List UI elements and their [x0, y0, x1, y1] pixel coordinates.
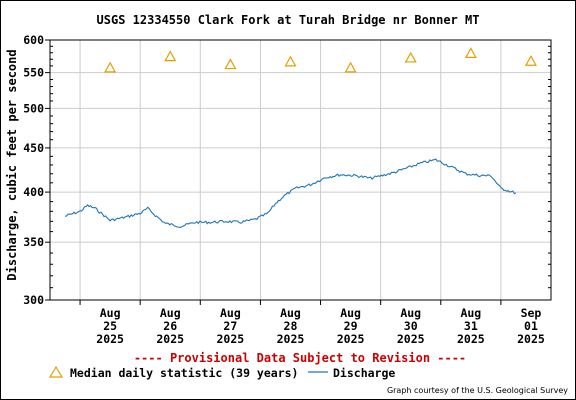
median-point-triangle [464, 47, 477, 58]
median-point-triangle [284, 55, 297, 67]
median-point-triangle [404, 51, 417, 63]
plot-border [49, 39, 552, 301]
x-tick-label: Aug [340, 306, 361, 320]
x-tick-label: 31 [464, 319, 478, 333]
y-tick-label: 600 [23, 33, 44, 47]
x-tick-label: 2025 [96, 332, 124, 346]
median-point-triangle [224, 58, 237, 70]
x-tick-label: 30 [404, 319, 418, 333]
median-point-triangle [104, 61, 117, 73]
x-tick-label: 2025 [337, 332, 365, 346]
legend-median-label: Median daily statistic (39 years) [70, 366, 298, 380]
x-tick-label: Aug [100, 306, 121, 320]
x-tick-label: Aug [160, 306, 181, 320]
y-tick-label: 450 [23, 141, 44, 155]
x-tick-label: 26 [163, 319, 177, 333]
x-tick-label: 2025 [457, 332, 485, 346]
chart-title: USGS 12334550 Clark Fork at Turah Bridge… [97, 13, 480, 27]
x-tick-label: Aug [460, 306, 481, 320]
credit-text: Graph courtesy of the U.S. Geological Su… [387, 386, 568, 395]
y-tick-label: 550 [23, 66, 44, 80]
x-tick-label: 2025 [217, 332, 245, 346]
x-tick-label: Aug [280, 306, 301, 320]
median-point-triangle [344, 61, 357, 73]
x-tick-label: Sep [521, 306, 542, 320]
x-tick-label: 01 [524, 319, 538, 333]
median-point-triangle [524, 54, 537, 66]
x-tick-label: 28 [284, 319, 298, 333]
x-tick-label: 2025 [397, 332, 425, 346]
y-tick-label: 500 [23, 101, 44, 115]
x-tick-label: Aug [400, 306, 421, 320]
x-tick-label: 2025 [517, 332, 545, 346]
x-tick-label: 27 [223, 319, 237, 333]
y-tick-label: 400 [23, 185, 44, 199]
x-tick-label: Aug [220, 306, 241, 320]
y-tick-label: 300 [23, 293, 44, 307]
x-tick-label: 2025 [277, 332, 305, 346]
median-legend-triangle-icon [48, 365, 64, 378]
grid [50, 39, 551, 301]
x-tick-label: 2025 [156, 332, 184, 346]
y-tick-label: 350 [23, 235, 44, 249]
median-point-triangle [164, 50, 177, 62]
axes: 300350400450500550600Aug252025Aug262025A… [23, 33, 552, 346]
legend-discharge-label: Discharge [333, 366, 395, 380]
discharge-line [64, 158, 517, 228]
x-tick-label: 29 [344, 319, 358, 333]
series-layer [64, 47, 537, 228]
x-tick-label: 25 [103, 319, 117, 333]
provisional-note: ---- Provisional Data Subject to Revisio… [134, 351, 466, 365]
y-axis-label: Discharge, cubic feet per second [5, 49, 19, 280]
legend: Median daily statistic (39 years) Discha… [48, 365, 395, 380]
